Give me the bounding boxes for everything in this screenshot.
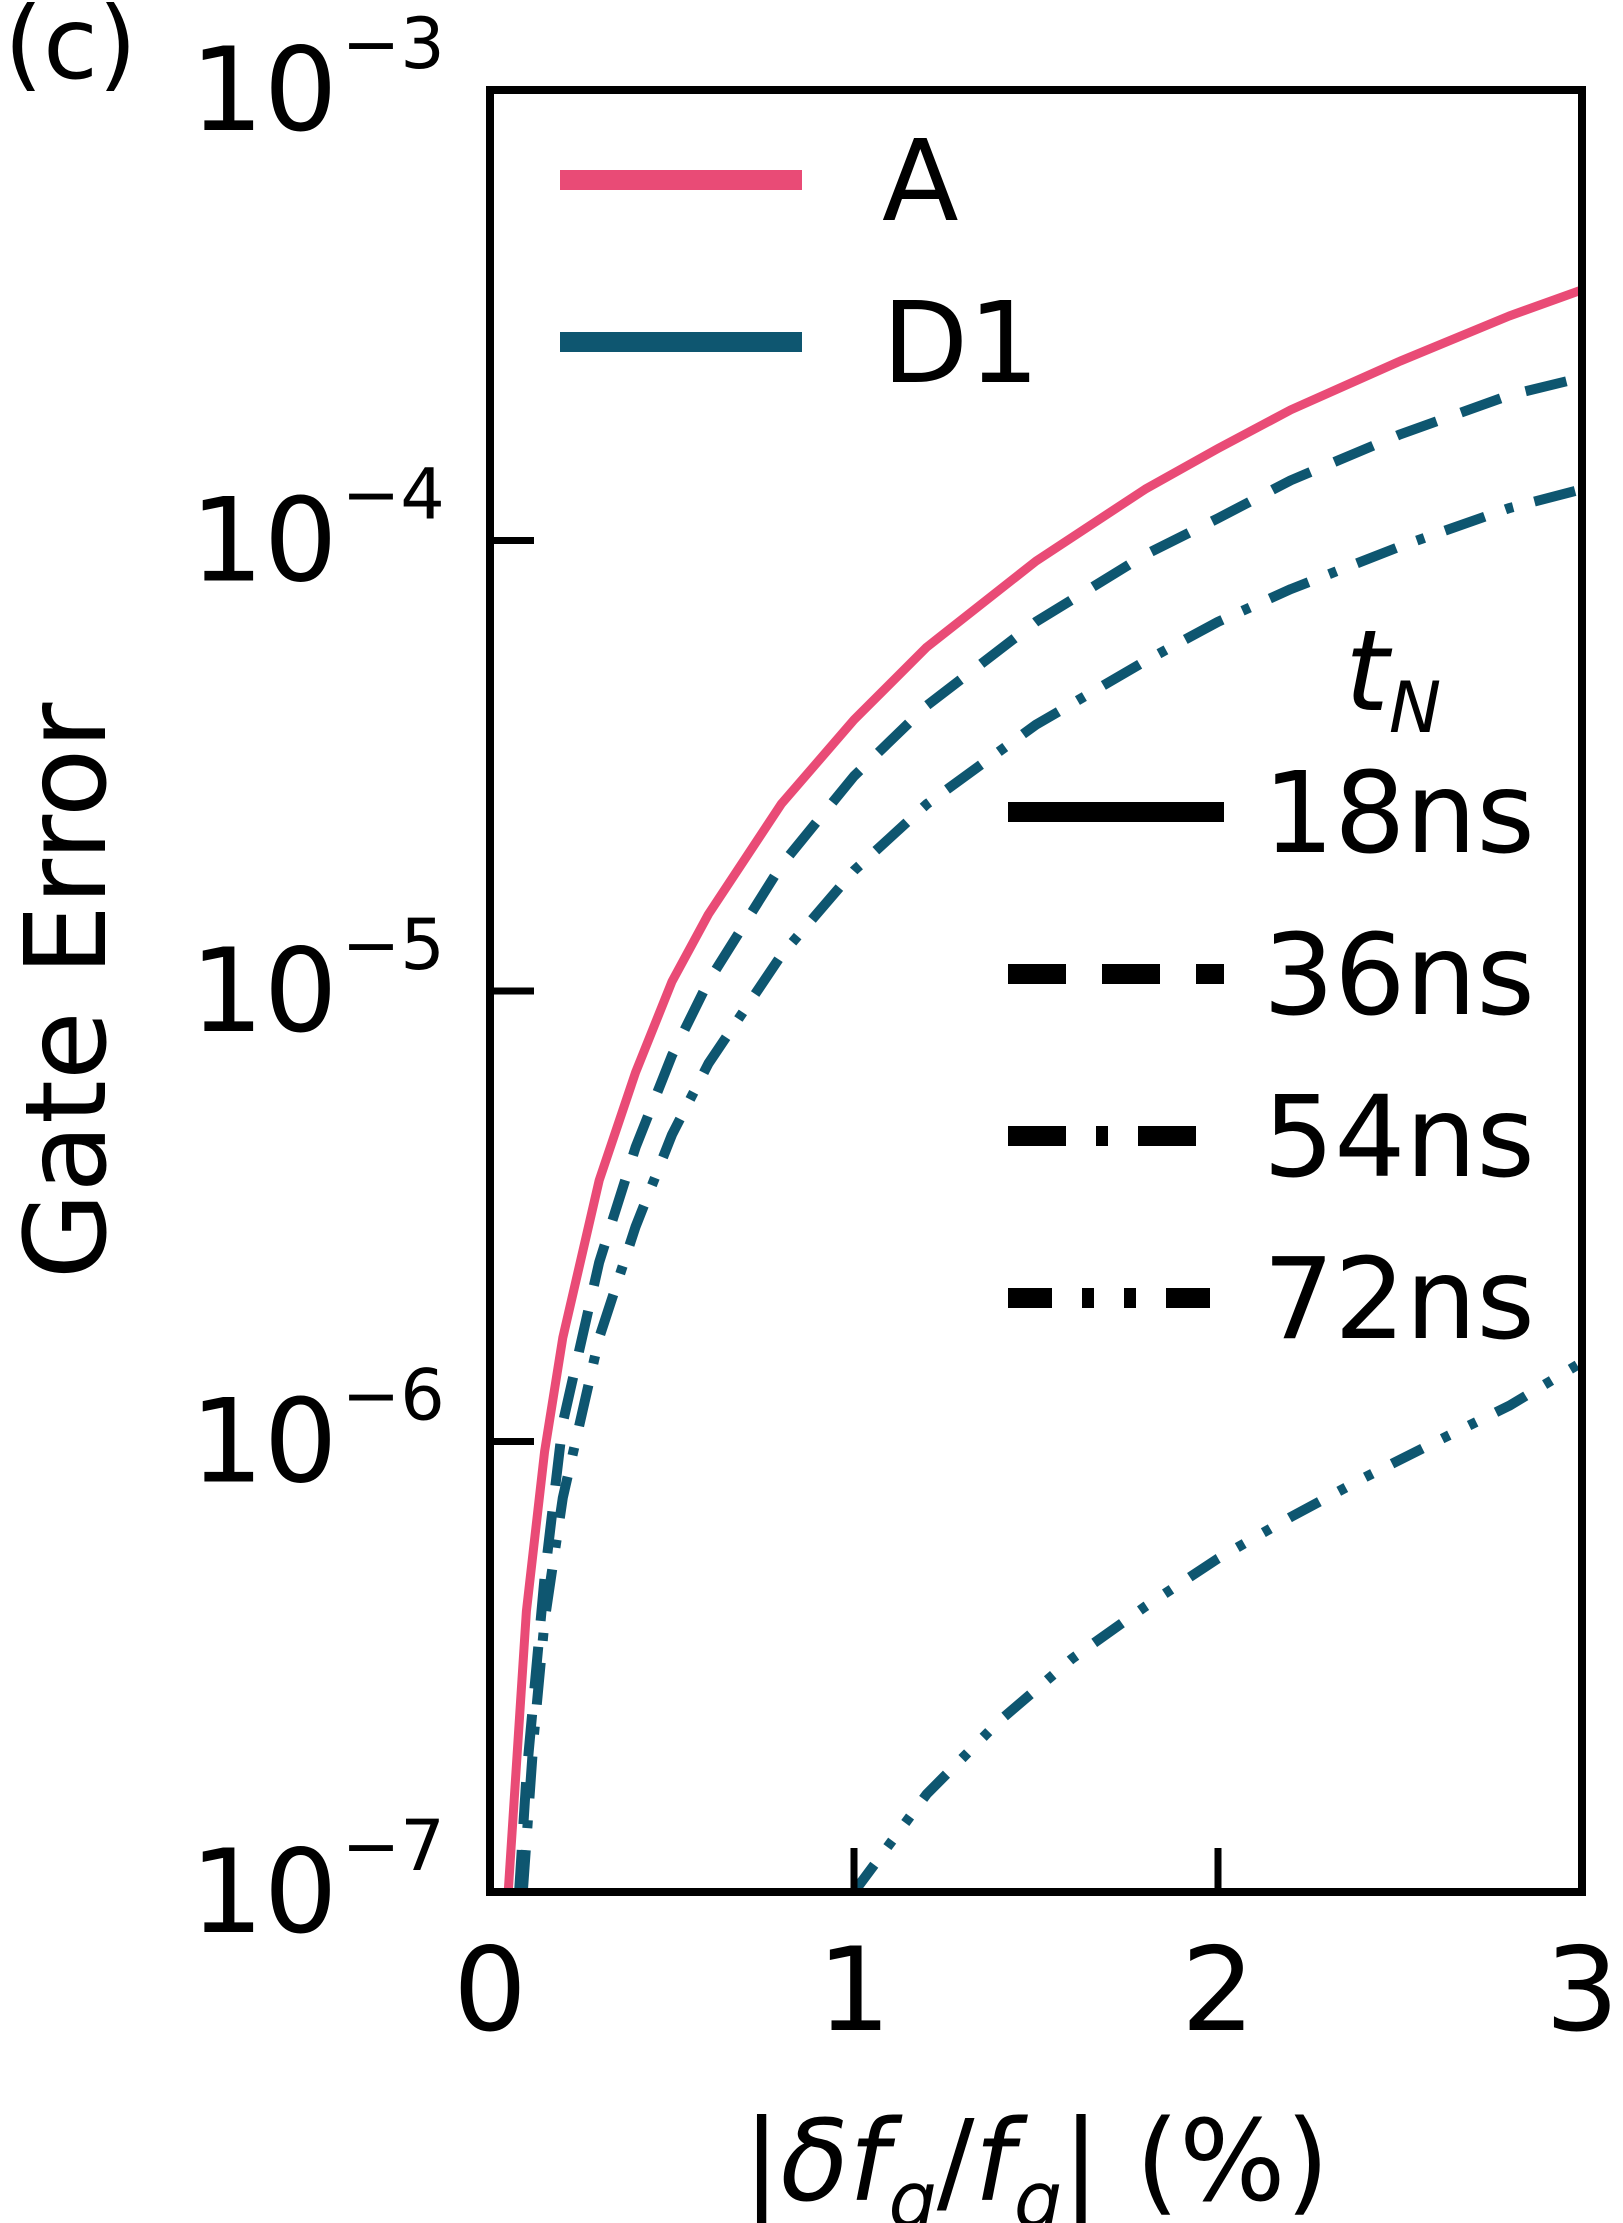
y-tick-label: 10−7	[190, 1805, 445, 1960]
x-tick-label: 3	[1545, 1923, 1619, 2058]
series-line-d1-36ns	[514, 372, 1582, 1892]
legend-scheme: A D1	[560, 117, 1040, 409]
y-axis-label: Gate Error	[2, 702, 132, 1280]
x-axis-ticks: 0 1 2 3	[453, 1848, 1619, 2058]
series-line-d1-54ns	[517, 484, 1582, 1892]
legend-time-title: tN	[1345, 607, 1441, 749]
y-tick-label: 10−3	[190, 3, 445, 158]
legend-label-a: A	[882, 117, 959, 247]
legend-label-d1: D1	[882, 279, 1040, 409]
y-axis-ticks: 10−7 10−6 10−5 10−4 10−3	[190, 3, 534, 1960]
series-line-d1-72ns	[849, 1357, 1582, 1892]
y-tick-label: 10−6	[190, 1355, 445, 1510]
series-layer	[503, 285, 1582, 1892]
y-tick-label: 10−5	[190, 904, 445, 1059]
y-tick-label: 10−4	[190, 454, 445, 609]
panel-label: (c)	[4, 0, 137, 102]
legend-label-36ns: 36ns	[1263, 911, 1535, 1041]
legend-label-54ns: 54ns	[1263, 1073, 1535, 1203]
series-line-a-18ns	[503, 285, 1582, 1892]
legend-label-18ns: 18ns	[1263, 749, 1535, 879]
x-axis-label: |δfq/fq| (%)	[743, 2097, 1330, 2223]
x-tick-label: 2	[1181, 1923, 1255, 2058]
x-tick-label: 0	[453, 1923, 527, 2058]
legend-label-72ns: 72ns	[1263, 1235, 1535, 1365]
x-tick-label: 1	[817, 1923, 891, 2058]
